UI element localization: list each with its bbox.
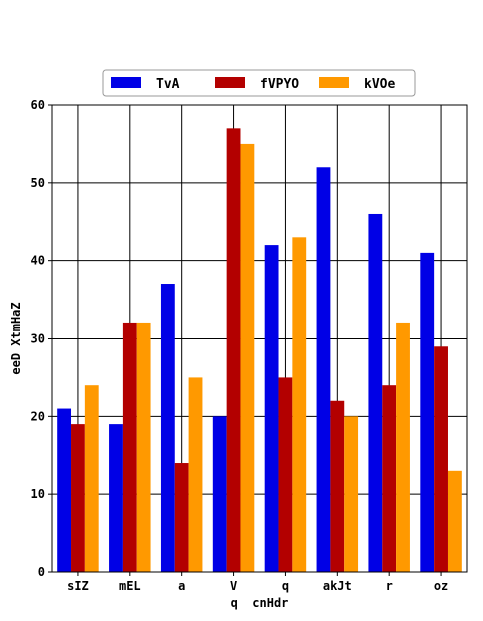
bar	[160, 284, 175, 572]
legend: TvA fVPYO kVOe	[102, 69, 416, 97]
bar	[240, 143, 255, 572]
legend-swatch	[319, 77, 349, 88]
legend-swatch	[215, 77, 245, 88]
bar	[420, 252, 435, 572]
x-tick-label: r	[386, 579, 393, 593]
bar	[188, 377, 203, 572]
bar	[57, 408, 72, 572]
x-tick-label: a	[178, 579, 185, 593]
bars	[57, 128, 462, 573]
bar	[136, 322, 151, 572]
bar	[292, 237, 307, 573]
bar	[84, 385, 99, 572]
bar	[264, 245, 279, 572]
y-tick-label: 0	[38, 565, 45, 579]
legend-label: TvA	[156, 77, 180, 92]
bar	[382, 385, 397, 572]
bar	[212, 416, 227, 572]
y-axis-ticks: 0 10 20 30 40 50 60	[31, 98, 52, 579]
bar	[330, 400, 345, 572]
bar	[434, 346, 448, 572]
x-tick-label: akJt	[323, 579, 352, 593]
bar	[109, 424, 123, 572]
y-tick-label: 20	[31, 409, 45, 423]
bar	[122, 322, 137, 572]
legend-swatch	[111, 77, 141, 88]
bar	[316, 167, 331, 572]
bar	[174, 463, 189, 572]
x-tick-label: oz	[434, 579, 448, 593]
y-tick-label: 30	[31, 332, 45, 346]
bar	[447, 470, 462, 572]
legend-label: fVPYO	[260, 77, 299, 92]
y-tick-label: 60	[31, 98, 45, 112]
y-tick-label: 50	[31, 176, 45, 190]
bar	[396, 322, 410, 572]
y-tick-label: 10	[31, 487, 45, 501]
y-tick-label: 40	[31, 254, 45, 268]
x-tick-label: q	[282, 579, 289, 593]
bar	[344, 416, 359, 572]
y-axis-title: eeD XtmHaZ	[9, 302, 23, 374]
x-tick-label: V	[230, 579, 237, 593]
legend-box	[102, 69, 416, 97]
bar	[368, 213, 383, 572]
bar	[278, 377, 293, 572]
x-tick-label: mEL	[119, 579, 141, 593]
x-tick-label: sIZ	[67, 579, 89, 593]
bar	[71, 424, 85, 572]
bar	[226, 128, 241, 572]
x-axis-title: q cnHdr	[231, 596, 289, 610]
legend-label: kVOe	[364, 77, 395, 92]
